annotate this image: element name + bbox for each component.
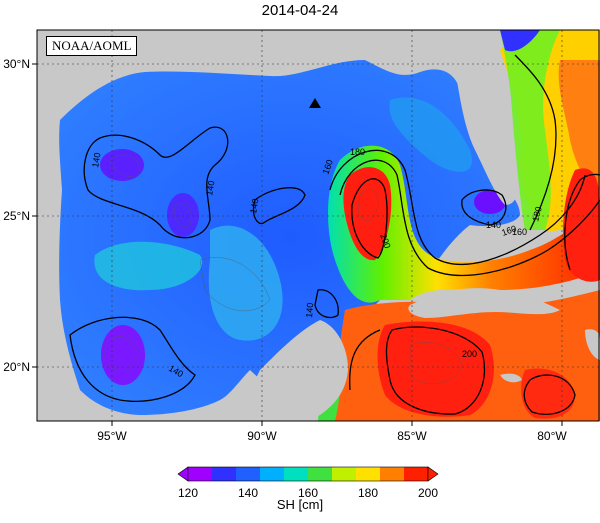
colorbar-seg [284, 467, 308, 481]
cyan-patch-west [94, 241, 203, 291]
lat-label-30n: 30°N [3, 57, 30, 71]
low-purple-2 [167, 193, 199, 237]
credit-label: NOAA/AOML [46, 36, 138, 56]
colorbar-tick-label: 120 [178, 486, 198, 500]
cyan-patch-center [208, 225, 283, 341]
atlantic-blue-corner [500, 30, 540, 52]
contour-lines [69, 54, 600, 415]
atlantic-red [563, 168, 600, 282]
colorbar-seg [188, 467, 212, 481]
contour-180-caribbean [349, 329, 381, 391]
map-frame [36, 29, 600, 422]
axis-ticks [32, 63, 563, 426]
florida-peninsula [455, 60, 518, 205]
colorbar-seg [380, 467, 404, 481]
contour-label: 140 [304, 302, 315, 318]
contour-label: 140 [486, 220, 501, 230]
contour-200-atlantic [564, 173, 600, 271]
atlantic-orange [558, 60, 600, 200]
contour-140-south [69, 316, 196, 402]
yucatan-peninsula [250, 320, 348, 421]
gulf-ocean [59, 60, 521, 415]
lat-label-20n: 20°N [3, 360, 30, 374]
caribbean-core [377, 321, 494, 417]
colorbar-seg [332, 467, 356, 481]
graticule [37, 30, 600, 421]
cuba [408, 288, 560, 318]
lon-label-85w: 85°W [397, 429, 427, 443]
contour-label: 160 [500, 223, 518, 238]
contour-200-caribbean [385, 326, 486, 415]
contour-140-florida [461, 189, 507, 226]
loop-current [328, 145, 600, 303]
contour-label: 160 [512, 227, 527, 237]
contour-label: 160 [320, 158, 335, 176]
contour-200-loop [351, 178, 388, 259]
colorbar-title: SH [cm] [276, 497, 324, 512]
colorbar-seg [404, 467, 428, 481]
contour-label: 200 [378, 232, 393, 250]
colorbar-tick-label: 200 [418, 486, 438, 500]
contour-160-loop [329, 149, 586, 266]
lat-label-25n: 25°N [3, 209, 30, 223]
loop-current-core [343, 167, 392, 261]
low-purple-3 [101, 325, 145, 385]
station-marker-triangle [309, 98, 321, 108]
cyan-patch-east [389, 97, 472, 172]
lon-label-95w: 95°W [97, 429, 127, 443]
colorbar-seg [308, 467, 332, 481]
colorbar-tick-label: 180 [358, 486, 378, 500]
colorbar-seg [236, 467, 260, 481]
contour-180-loop [339, 159, 600, 276]
contour-label: 180 [530, 205, 544, 222]
contour-140-center [252, 187, 306, 225]
colorbar-right-arrow [427, 466, 439, 482]
contour-label: 140 [204, 180, 216, 197]
colorbar-seg [356, 467, 380, 481]
contour-label: 200 [462, 349, 477, 359]
colorbar-tick-label: 160 [298, 486, 318, 500]
caribbean-core-east [521, 368, 575, 419]
jamaica [500, 373, 522, 383]
map-title: 2014-04-24 [261, 2, 339, 19]
contour-label: 140 [248, 198, 260, 215]
colorbar-seg [212, 467, 236, 481]
contour-label: 180 [350, 147, 365, 157]
contour-180-atlantic [514, 54, 557, 231]
hispaniola-edge [585, 329, 600, 360]
colorbar-left-arrow [177, 466, 189, 482]
contour-140-yucatan [314, 289, 339, 319]
lon-label-80w: 80°W [537, 429, 567, 443]
contour-140-west [83, 126, 229, 239]
atlantic-green [500, 30, 560, 230]
low-purple-4 [474, 190, 506, 214]
colorbar: 120 140 160 180 200 [177, 466, 439, 500]
colorbar-tick-label: 140 [238, 486, 258, 500]
lon-label-90w: 90°W [247, 429, 277, 443]
low-purple-1 [100, 149, 144, 181]
contour-label: 140 [90, 152, 102, 169]
colorbar-seg [260, 467, 284, 481]
